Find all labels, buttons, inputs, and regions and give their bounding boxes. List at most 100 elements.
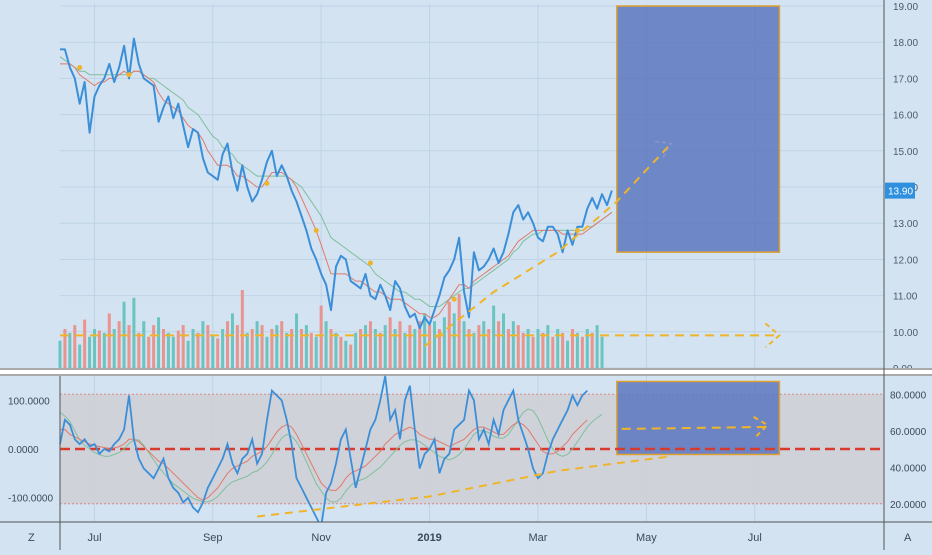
volume-bar [570, 329, 574, 368]
price-tick-label: 16.00 [893, 111, 918, 122]
oscillator-target-arrow-head [753, 416, 770, 438]
volume-bar [299, 329, 303, 368]
volume-bar [265, 336, 269, 368]
volume-bar [132, 297, 136, 368]
volume-bar [260, 325, 264, 368]
volume-bar [497, 321, 501, 368]
volume-bar [211, 335, 215, 368]
volume-arrow-head [764, 322, 781, 349]
volume-bar [270, 329, 274, 368]
volume-bar [319, 305, 323, 368]
volume-bar [102, 332, 106, 368]
volume-bar [457, 293, 461, 368]
volume-bar [191, 329, 195, 368]
volume-bar [88, 336, 92, 368]
volume-bar [275, 325, 279, 368]
volume-bar [433, 321, 437, 368]
volume-bar [166, 332, 170, 368]
volume-bar [408, 325, 412, 368]
volume-bar [157, 317, 161, 368]
price-tick-label: 10.00 [893, 328, 918, 339]
volume-bar [58, 340, 62, 368]
price-tick-label: 13.00 [893, 219, 918, 230]
ma-cross-marker [77, 65, 83, 71]
volume-bar [329, 329, 333, 368]
volume-bar [551, 336, 555, 368]
oscillator-main-line [59, 375, 588, 530]
volume-bar [536, 329, 540, 368]
volume-bar [368, 321, 372, 368]
ma-cross-marker [264, 180, 270, 186]
volume-bar [511, 321, 515, 368]
volume-bar [531, 336, 535, 368]
volume-bar [472, 332, 476, 368]
volume-bar [142, 321, 146, 368]
volume-bar [398, 321, 402, 368]
price-tick-label: 19.00 [893, 2, 918, 13]
footer-left-label: Z [28, 532, 35, 544]
volume-bar [437, 329, 441, 368]
volume-bar [418, 321, 422, 368]
volume-bar [595, 325, 599, 368]
volume-bar [221, 329, 225, 368]
volume-bar [516, 325, 520, 368]
oscillator-trend-arrow [256, 455, 672, 518]
oscillator-right-tick: 80.0000 [890, 390, 927, 401]
volume-bar [585, 329, 589, 368]
volume-bar [295, 313, 299, 368]
volume-bar [344, 340, 348, 368]
volume-bar [373, 329, 377, 368]
volume-bar [63, 329, 67, 368]
volume-bar [452, 313, 456, 368]
oscillator-left-tick: 0.0000 [8, 445, 39, 456]
volume-bar [541, 332, 545, 368]
footer-right-label: A [904, 532, 912, 544]
volume-bar [590, 332, 594, 368]
last-price-label: 13.90 [888, 187, 913, 198]
volume-bar [566, 340, 570, 368]
volume-bar [556, 329, 560, 368]
oscillator-left-tick: -100.0000 [8, 494, 53, 505]
time-axis-label: Sep [203, 532, 223, 544]
volume-bar [92, 329, 96, 368]
volume-bar [176, 330, 180, 368]
volume-bar [600, 336, 604, 368]
volume-bar [309, 332, 313, 368]
volume-bar [388, 317, 392, 368]
last-price-badge [885, 182, 915, 199]
ma-cross-marker [574, 227, 580, 233]
volume-bar [580, 336, 584, 368]
volume-bar [561, 332, 565, 368]
volume-bar [393, 329, 397, 368]
volume-bar [467, 329, 471, 368]
volume-bar [354, 332, 358, 368]
volume-bar [127, 325, 131, 368]
volume-bar [501, 313, 505, 368]
volume-bar [73, 325, 77, 368]
volume-bar [378, 332, 382, 368]
time-axis-label: Jul [748, 532, 762, 544]
volume-bar [304, 325, 308, 368]
time-axis-label: Nov [311, 532, 331, 544]
volume-bar [324, 321, 328, 368]
pane-separator [0, 368, 932, 376]
volume-bar [487, 329, 491, 368]
price-tick-label: 12.00 [893, 255, 918, 266]
volume-bar [206, 325, 210, 368]
oscillator-target-box [616, 380, 781, 456]
volume-bar [575, 332, 579, 368]
volume-bar [216, 338, 220, 368]
volume-bar [364, 325, 368, 368]
volume-bar [161, 329, 165, 368]
volume-bar [107, 313, 111, 368]
ma-fast-line [59, 56, 613, 307]
volume-bar [226, 321, 230, 368]
ma-cross-marker [451, 296, 457, 302]
volume-bar [442, 317, 446, 368]
volume-bar [147, 336, 151, 368]
time-axis-label: May [636, 532, 657, 544]
ma-cross-marker [313, 227, 319, 233]
volume-bar [280, 321, 284, 368]
price-tick-label: 11.00 [893, 292, 918, 303]
